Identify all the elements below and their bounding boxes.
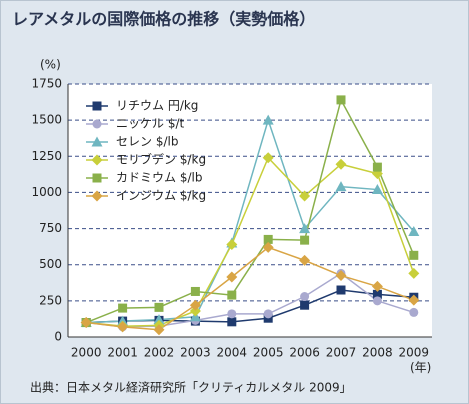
marker — [300, 235, 310, 245]
y-tick-label: 1750 — [31, 77, 62, 91]
marker — [91, 136, 103, 147]
x-tick-label: 2004 — [217, 346, 248, 360]
x-tick-label: 2006 — [289, 346, 320, 360]
legend — [80, 95, 216, 207]
legend-label: インジウム $/kg — [116, 189, 206, 203]
series-line — [86, 117, 415, 324]
x-tick-label: 2005 — [253, 346, 284, 360]
y-tick-label: 250 — [39, 293, 62, 307]
marker — [336, 95, 346, 105]
marker — [408, 294, 420, 306]
x-tick-label: 2008 — [362, 346, 393, 360]
x-tick-label: 2009 — [399, 346, 430, 360]
marker — [372, 296, 382, 306]
legend-label: カドミウム $/lb — [116, 171, 202, 185]
marker — [189, 305, 201, 317]
y-tick-label: 1500 — [31, 113, 62, 127]
marker — [262, 114, 274, 125]
x-unit: (年) — [410, 361, 431, 375]
x-tick-label: 2002 — [144, 346, 175, 360]
y-unit: (%) — [40, 58, 61, 72]
series-line — [86, 156, 415, 327]
marker — [91, 154, 103, 166]
series-line — [86, 246, 415, 331]
x-tick-label: 2000 — [71, 346, 102, 360]
marker — [92, 119, 102, 129]
marker — [371, 184, 383, 195]
marker — [335, 270, 347, 282]
marker — [335, 158, 347, 170]
marker — [153, 324, 165, 336]
legend-label: モリブデン $/kg — [116, 152, 206, 167]
marker — [299, 190, 311, 202]
marker — [227, 290, 237, 300]
legend-label: ニッケル $/t — [116, 117, 184, 131]
marker — [335, 181, 347, 192]
marker — [409, 250, 419, 260]
source: 出典：日本メタル経済研究所「クリティカルメタル 2009」 — [30, 380, 352, 395]
marker — [117, 321, 129, 333]
marker — [372, 162, 382, 172]
marker — [408, 267, 420, 279]
marker — [226, 238, 238, 250]
marker — [262, 152, 274, 164]
marker — [154, 302, 164, 312]
y-tick-label: 750 — [39, 221, 62, 235]
legend-label: セレン $/lb — [116, 135, 178, 149]
legend-label: リチウム 円/kg — [116, 99, 198, 113]
x-tick-label: 2001 — [107, 346, 138, 360]
x-tick-label: 2003 — [180, 346, 211, 360]
y-tick-label: 0 — [54, 330, 62, 344]
marker — [372, 289, 382, 299]
marker — [336, 285, 346, 295]
marker — [117, 315, 129, 326]
marker — [91, 190, 103, 202]
marker — [263, 309, 273, 319]
marker — [408, 225, 420, 236]
marker — [409, 307, 419, 317]
y-tick-label: 1000 — [31, 185, 62, 199]
marker — [227, 317, 237, 327]
marker — [227, 309, 237, 319]
marker — [299, 254, 311, 266]
marker — [263, 234, 273, 244]
marker — [118, 303, 128, 313]
marker — [92, 173, 102, 183]
marker — [189, 299, 201, 311]
marker — [300, 300, 310, 310]
series-line — [85, 97, 415, 324]
marker — [80, 317, 92, 329]
marker — [226, 271, 238, 283]
y-tick-label: 1250 — [31, 149, 62, 163]
marker — [153, 314, 165, 325]
y-tick-label: 500 — [39, 257, 62, 271]
x-tick-label: 2007 — [326, 346, 357, 360]
marker — [371, 280, 383, 292]
marker — [262, 241, 274, 253]
marker — [299, 223, 311, 234]
marker — [190, 286, 200, 296]
chart-title: レアメタルの国際価格の推移（実勢価格） — [12, 10, 315, 29]
marker — [92, 101, 102, 111]
marker — [300, 292, 310, 302]
